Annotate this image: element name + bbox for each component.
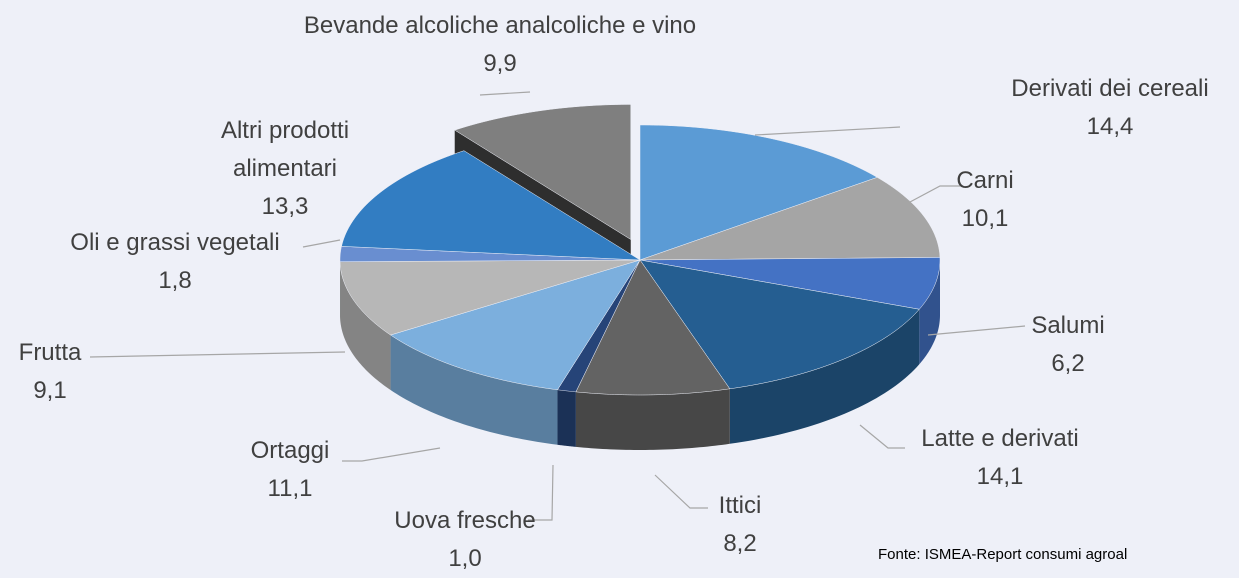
label-name: Carni — [925, 162, 1045, 200]
label-value: 9,1 — [0, 372, 100, 410]
source-note: Fonte: ISMEA-Report consumi agroal — [878, 546, 1127, 563]
label-name: Oli e grassi vegetali — [35, 224, 315, 262]
label-name: Ortaggi — [230, 432, 350, 470]
leader-line — [755, 127, 900, 135]
label-name: Frutta — [0, 334, 100, 372]
label-name: Salumi — [1008, 307, 1128, 345]
label-value: 14,4 — [980, 108, 1239, 146]
label-value: 1,0 — [375, 540, 555, 578]
label-value: 1,8 — [35, 262, 315, 300]
leader-line — [90, 352, 345, 357]
leader-line — [342, 448, 440, 461]
label-value: 14,1 — [890, 458, 1110, 496]
label-name: Uova fresche — [375, 502, 555, 540]
label-value: 9,9 — [240, 45, 760, 83]
label-value: 6,2 — [1008, 345, 1128, 383]
label-value: 10,1 — [925, 200, 1045, 238]
label-name: Latte e derivati — [890, 420, 1110, 458]
label-value: 8,2 — [690, 525, 790, 563]
label-value: 11,1 — [230, 470, 350, 508]
label-name: Altri prodotti alimentari — [185, 112, 385, 188]
slice-side — [576, 389, 730, 450]
label-name: Bevande alcoliche analcoliche e vino — [240, 7, 760, 45]
slice-side — [557, 390, 575, 447]
label-value: 13,3 — [185, 188, 385, 226]
label-name: Ittici — [690, 487, 790, 525]
label-name: Derivati dei cereali — [980, 70, 1239, 108]
leader-line — [480, 92, 530, 95]
